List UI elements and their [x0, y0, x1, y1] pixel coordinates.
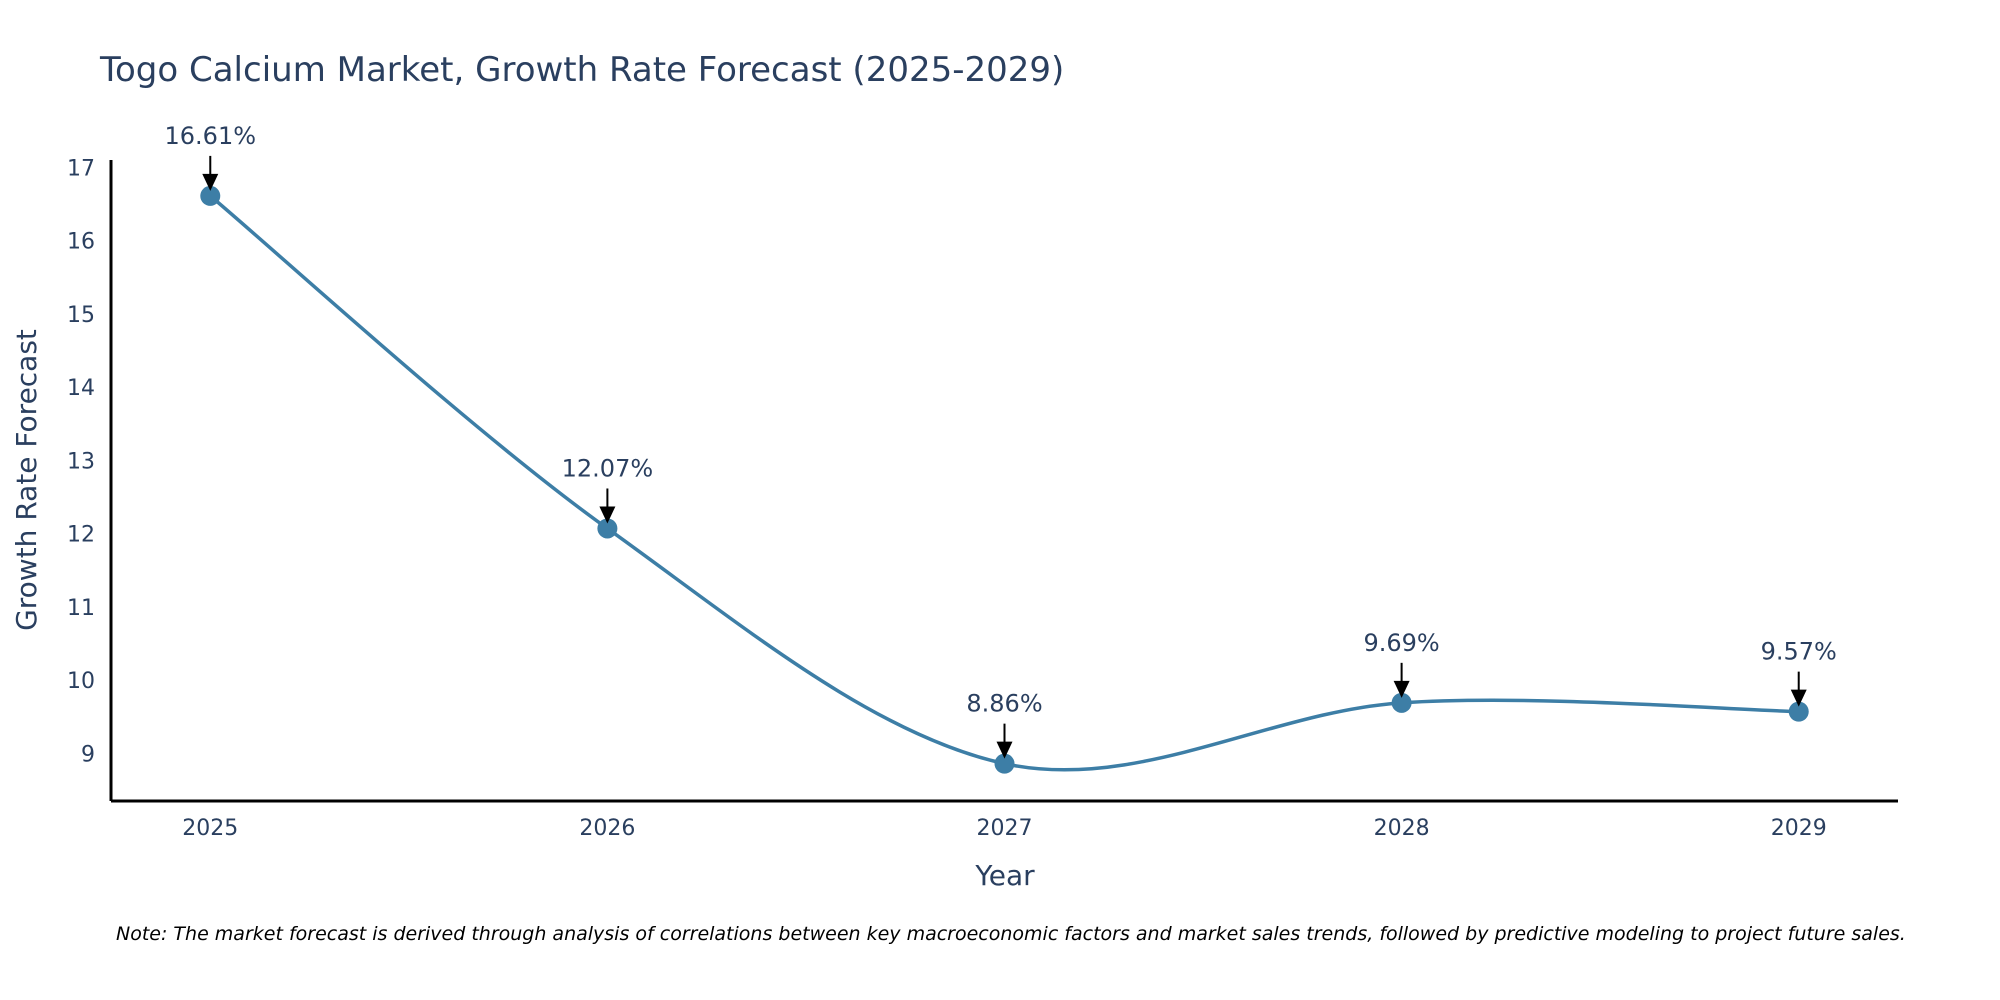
- y-tick-label-15: 15: [67, 303, 95, 328]
- y-tick-label-12: 12: [67, 523, 95, 548]
- chart-title: Togo Calcium Market, Growth Rate Forecas…: [99, 50, 1064, 90]
- y-axis-ticks: 9 10 11 12 13 14 15 16 17: [67, 156, 95, 767]
- annotation-arrow-head-2027: [996, 741, 1013, 759]
- annotation-arrow-head-2028: [1393, 680, 1410, 698]
- data-point-2027: [994, 753, 1015, 774]
- x-tick-label-2029: 2029: [1771, 816, 1827, 841]
- x-tick-label-2027: 2027: [977, 816, 1033, 841]
- x-axis-title: Year: [974, 859, 1035, 892]
- y-tick-label-17: 17: [67, 156, 95, 181]
- y-tick-label-11: 11: [67, 596, 95, 621]
- data-label-2025: 16.61%: [165, 122, 257, 150]
- data-point-2025: [200, 185, 221, 206]
- data-markers: [200, 185, 1809, 774]
- x-tick-label-2026: 2026: [579, 816, 635, 841]
- annotation-arrow-head-2029: [1790, 689, 1807, 707]
- y-tick-label-14: 14: [67, 376, 95, 401]
- annotation-arrow-head-2025: [202, 173, 219, 191]
- y-tick-label-9: 9: [81, 742, 95, 767]
- data-label-2028: 9.69%: [1363, 629, 1439, 657]
- series-line: [209, 194, 1799, 772]
- x-tick-label-2028: 2028: [1374, 816, 1430, 841]
- data-label-2029: 9.57%: [1761, 638, 1837, 666]
- data-point-2028: [1391, 692, 1412, 713]
- data-label-2026: 12.07%: [562, 454, 654, 482]
- y-tick-label-16: 16: [67, 230, 95, 255]
- footnote: Note: The market forecast is derived thr…: [116, 923, 1906, 945]
- data-annotations: 16.61% 12.07% 8.86% 9.69% 9.57%: [165, 122, 1837, 759]
- y-axis-title: Growth Rate Forecast: [10, 329, 43, 631]
- data-point-2026: [597, 518, 618, 539]
- x-axis-ticks: 2025 2026 2027 2028 2029: [182, 816, 1826, 841]
- data-label-2027: 8.86%: [966, 690, 1042, 718]
- y-tick-label-13: 13: [67, 449, 95, 474]
- y-tick-label-10: 10: [67, 669, 95, 694]
- annotation-arrow-head-2026: [599, 506, 616, 524]
- data-point-2029: [1788, 701, 1809, 722]
- x-tick-label-2025: 2025: [182, 816, 238, 841]
